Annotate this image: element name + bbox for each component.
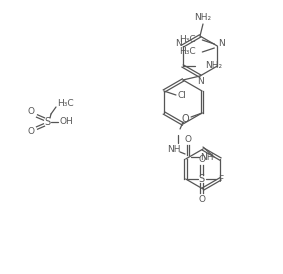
Text: NH₂: NH₂ bbox=[205, 61, 222, 70]
Text: N: N bbox=[197, 76, 203, 85]
Text: O: O bbox=[27, 107, 35, 116]
Text: S: S bbox=[199, 174, 205, 184]
Text: H₃C: H₃C bbox=[179, 36, 195, 44]
Text: O: O bbox=[27, 127, 35, 136]
Text: F: F bbox=[218, 175, 223, 184]
Text: O: O bbox=[185, 135, 192, 144]
Text: Cl: Cl bbox=[177, 92, 186, 101]
Text: S: S bbox=[44, 117, 50, 127]
Text: H₃C: H₃C bbox=[57, 99, 74, 109]
Text: N: N bbox=[175, 39, 182, 48]
Text: NH₂: NH₂ bbox=[194, 13, 212, 22]
Text: N: N bbox=[218, 39, 225, 48]
Text: H₃C: H₃C bbox=[179, 47, 195, 56]
Text: O: O bbox=[198, 155, 205, 164]
Text: O: O bbox=[181, 114, 189, 124]
Text: NH: NH bbox=[167, 145, 181, 155]
Text: OH: OH bbox=[59, 118, 73, 127]
Text: O: O bbox=[198, 195, 205, 204]
Text: NH: NH bbox=[200, 153, 214, 161]
